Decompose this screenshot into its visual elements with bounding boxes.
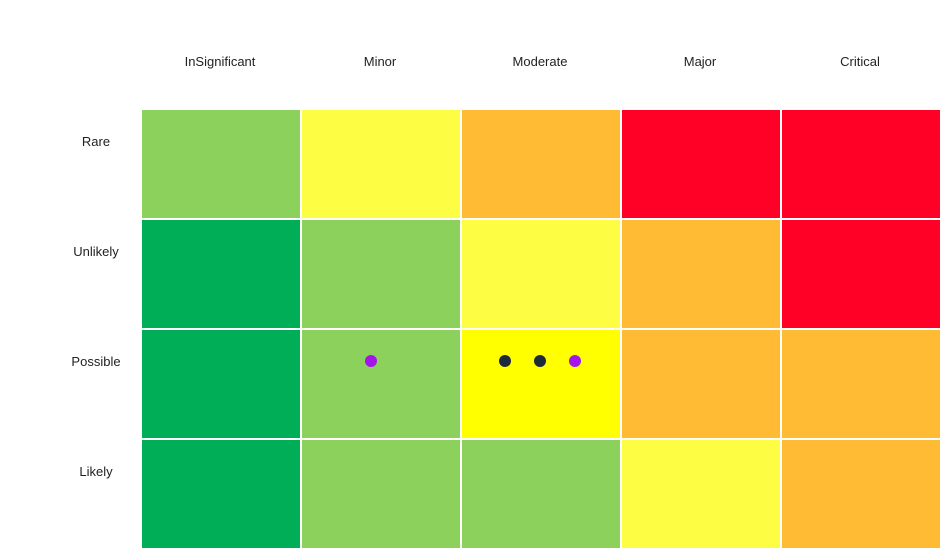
column-label: Major — [683, 54, 717, 69]
matrix-cell — [622, 330, 780, 438]
risk-point[interactable] — [569, 355, 581, 367]
matrix-cell — [622, 110, 780, 218]
matrix-cell — [782, 220, 940, 328]
matrix-cell — [302, 220, 460, 328]
matrix-cell — [142, 330, 300, 438]
matrix-cell — [782, 440, 940, 548]
row-label: Possible — [71, 354, 121, 369]
matrix-cell — [302, 330, 460, 438]
matrix-cell — [142, 110, 300, 218]
matrix-cell — [302, 440, 460, 548]
matrix-cell — [462, 330, 620, 438]
risk-point[interactable] — [534, 355, 546, 367]
column-label: Minor — [363, 54, 397, 69]
matrix-cell — [622, 220, 780, 328]
matrix-cell — [462, 440, 620, 548]
row-label: Likely — [79, 464, 113, 479]
column-label: InSignificant — [184, 54, 256, 69]
matrix-cell — [142, 440, 300, 548]
matrix-cell — [782, 110, 940, 218]
matrix-cell — [302, 110, 460, 218]
matrix-cell — [782, 330, 940, 438]
matrix-cell — [462, 220, 620, 328]
row-label: Unlikely — [73, 244, 119, 259]
matrix-cell — [142, 220, 300, 328]
matrix-cell — [462, 110, 620, 218]
risk-point[interactable] — [365, 355, 377, 367]
column-label: Moderate — [512, 54, 568, 69]
matrix-cell — [622, 440, 780, 548]
row-label: Rare — [81, 134, 111, 149]
risk-point[interactable] — [499, 355, 511, 367]
column-label: Critical — [840, 54, 880, 69]
